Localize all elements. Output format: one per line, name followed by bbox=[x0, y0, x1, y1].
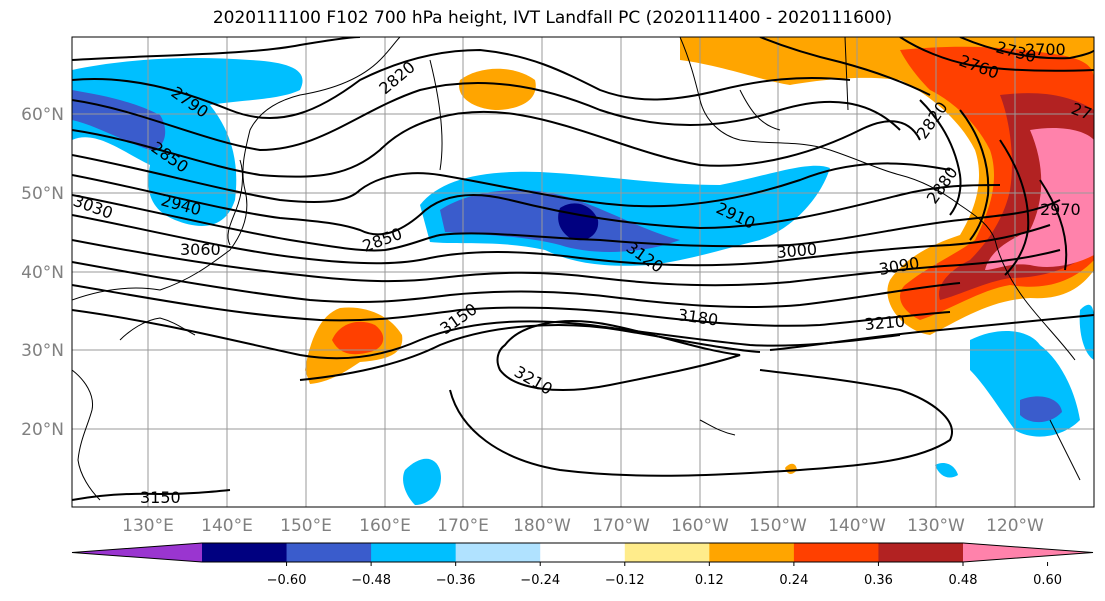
colorbar-segment bbox=[878, 543, 964, 562]
contour-label: 3150 bbox=[140, 488, 181, 507]
positive-anomaly-region bbox=[459, 68, 536, 110]
colorbar-outline bbox=[71, 542, 1094, 563]
lon-label: 170°W bbox=[592, 516, 650, 536]
contour-label: 2970 bbox=[1040, 200, 1081, 219]
colorbar-segment bbox=[709, 543, 795, 562]
colorbar-segment bbox=[540, 543, 626, 562]
map-frame bbox=[71, 36, 1095, 508]
lon-label: 160°W bbox=[671, 516, 729, 536]
lat-label: 30°N bbox=[21, 341, 64, 361]
colorbar-tick-label: −0.48 bbox=[351, 573, 391, 588]
lon-label: 130°E bbox=[122, 516, 174, 536]
colorbar-tick-label: 0.36 bbox=[864, 573, 893, 588]
lon-label: 120°W bbox=[986, 516, 1044, 536]
contour-label: 3210 bbox=[864, 312, 906, 334]
colorbar-tick-label: 0.12 bbox=[695, 573, 724, 588]
height-contours bbox=[72, 37, 1094, 501]
colorbar-tick-label: −0.36 bbox=[436, 573, 476, 588]
ivt-shading bbox=[72, 37, 1094, 505]
colorbar-tick-label: −0.24 bbox=[520, 573, 560, 588]
contour-label: 3000 bbox=[776, 240, 818, 262]
contour-label: 2700 bbox=[1025, 40, 1066, 59]
colorbar-segment bbox=[793, 543, 879, 562]
map-title: 2020111100 F102 700 hPa height, IVT Land… bbox=[212, 8, 893, 28]
longitude-labels: 130°E 140°E 150°E 160°E 170°E 180°W 170°… bbox=[122, 516, 1044, 536]
colorbar-segment bbox=[624, 543, 710, 562]
colorbar-tick-label: 0.60 bbox=[1033, 573, 1062, 588]
colorbar-tick-label: 0.24 bbox=[779, 573, 808, 588]
negative-anomaly-region bbox=[403, 458, 441, 505]
lat-label: 20°N bbox=[21, 420, 64, 440]
colorbar-tick-label: −0.60 bbox=[267, 573, 307, 588]
lon-label: 150°E bbox=[280, 516, 332, 536]
negative-anomaly-region bbox=[935, 463, 958, 478]
colorbar-tick-label: −0.12 bbox=[605, 573, 645, 588]
colorbar-segment bbox=[286, 543, 372, 562]
lon-label: 170°E bbox=[437, 516, 489, 536]
colorbar: −0.60 −0.48 −0.36 −0.24 −0.12 0.12 0.24 0.36 0.4… bbox=[71, 542, 1094, 588]
lon-label: 130°W bbox=[907, 516, 965, 536]
lon-label: 140°W bbox=[828, 516, 886, 536]
lon-label: 140°E bbox=[201, 516, 253, 536]
colorbar-segment bbox=[202, 543, 288, 562]
lon-label: 160°E bbox=[359, 516, 411, 536]
colorbar-extend-low bbox=[72, 543, 202, 562]
lat-label: 40°N bbox=[21, 263, 64, 283]
positive-anomaly-strong bbox=[332, 321, 384, 355]
contour-label: 3060 bbox=[180, 240, 221, 259]
negative-anomaly-core bbox=[1020, 396, 1062, 423]
lon-label: 180°W bbox=[513, 516, 571, 536]
colorbar-segment bbox=[371, 543, 457, 562]
negative-anomaly-region bbox=[1079, 304, 1094, 360]
lat-label: 60°N bbox=[21, 105, 64, 125]
negative-anomaly-region bbox=[72, 58, 303, 226]
latitude-labels: 60°N 50°N 40°N 30°N 20°N bbox=[21, 105, 64, 440]
colorbar-extend-high bbox=[963, 543, 1093, 562]
positive-anomaly-max bbox=[985, 128, 1094, 270]
lon-label: 150°W bbox=[749, 516, 807, 536]
lat-label: 50°N bbox=[21, 184, 64, 204]
colorbar-segment bbox=[455, 543, 541, 562]
map-panel: 2790 2820 2850 2940 3030 3060 2850 2910 … bbox=[72, 37, 1094, 507]
colorbar-tick-label: 0.48 bbox=[949, 573, 978, 588]
